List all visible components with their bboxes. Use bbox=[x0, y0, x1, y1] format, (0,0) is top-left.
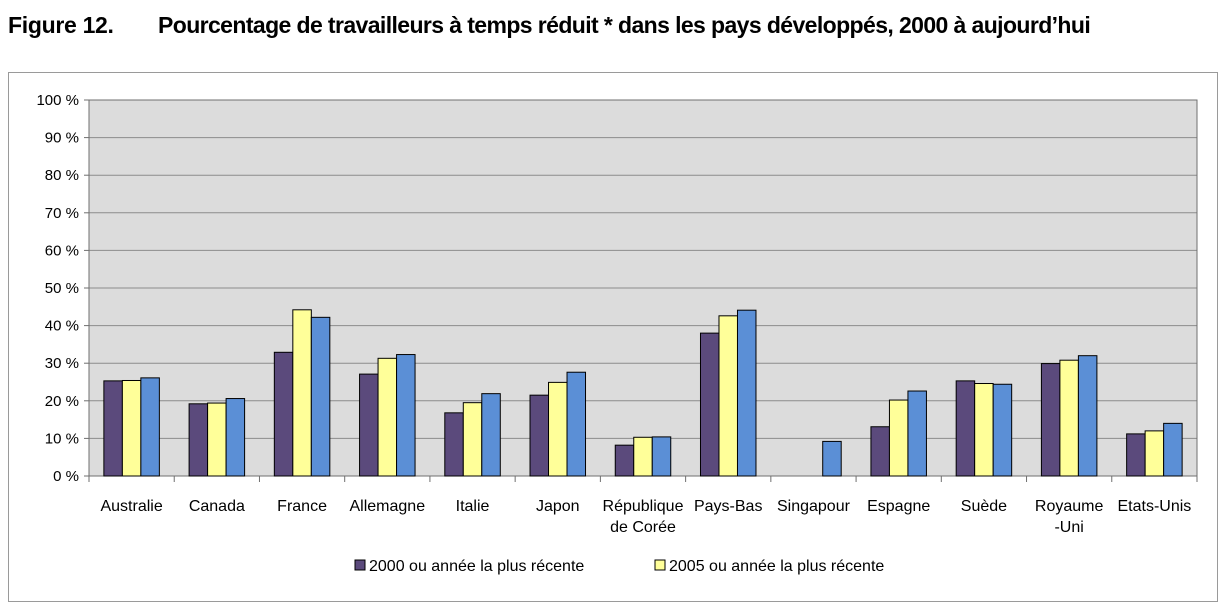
y-tick-label: 10 % bbox=[45, 430, 79, 447]
bar bbox=[1059, 359, 1079, 477]
bar bbox=[103, 380, 123, 477]
legend-swatch bbox=[654, 559, 666, 571]
x-category-label: Canada bbox=[189, 498, 245, 515]
bar bbox=[396, 354, 416, 477]
bar bbox=[699, 332, 720, 477]
x-category-label: Italie bbox=[456, 498, 490, 515]
y-tick-label: 80 % bbox=[45, 167, 79, 184]
y-tick-label: 70 % bbox=[45, 205, 79, 222]
x-category-label: France bbox=[277, 498, 327, 515]
figure-title: Pourcentage de travailleurs à temps rédu… bbox=[158, 12, 1091, 38]
bar bbox=[548, 381, 568, 477]
bar bbox=[207, 402, 227, 477]
bar bbox=[310, 316, 331, 477]
x-category-label: -Uni bbox=[1054, 519, 1083, 536]
bar bbox=[481, 393, 501, 477]
x-category-label: de Corée bbox=[610, 519, 676, 536]
bar-chart: 0 % 10 % 20 % 30 % 40 % 50 % 60 % 70 % 80 % 90 % 1… bbox=[36, 92, 1198, 575]
bar bbox=[188, 403, 209, 477]
bar bbox=[462, 402, 483, 477]
legend-label: 2000 ou année la plus récente bbox=[369, 558, 584, 575]
bar bbox=[292, 309, 312, 477]
x-category-label: République bbox=[603, 498, 684, 515]
x-category-label: Singapour bbox=[777, 498, 851, 515]
bar bbox=[273, 351, 294, 477]
bar bbox=[736, 309, 757, 477]
bar bbox=[140, 377, 160, 477]
x-category-label: Allemagne bbox=[350, 498, 426, 515]
bar bbox=[1144, 430, 1165, 477]
bar bbox=[870, 426, 890, 477]
bar bbox=[444, 412, 464, 477]
bar bbox=[1040, 363, 1061, 477]
bar bbox=[529, 394, 550, 477]
y-tick-label: 90 % bbox=[45, 130, 79, 147]
y-tick-label: 60 % bbox=[45, 242, 79, 259]
bar bbox=[907, 390, 927, 477]
bar bbox=[888, 399, 909, 477]
legend-swatch bbox=[354, 559, 366, 571]
y-tick-label: 50 % bbox=[45, 280, 79, 297]
y-tick-label: 30 % bbox=[45, 355, 79, 372]
bar bbox=[633, 436, 653, 477]
bar bbox=[1126, 433, 1146, 477]
x-category-label: Japon bbox=[536, 498, 580, 515]
bar bbox=[822, 440, 842, 477]
bar bbox=[651, 436, 672, 477]
x-category-label: Espagne bbox=[867, 498, 930, 515]
y-tick-label: 0 % bbox=[53, 468, 79, 485]
bar bbox=[992, 383, 1013, 477]
x-category-label: Australie bbox=[100, 498, 162, 515]
x-category-label: Etats-Unis bbox=[1117, 498, 1191, 515]
bar bbox=[718, 315, 738, 477]
y-tick-label: 100 % bbox=[36, 92, 79, 109]
legend-label: 2005 ou année la plus récente bbox=[669, 558, 884, 575]
bar bbox=[974, 383, 994, 477]
y-tick-label: 40 % bbox=[45, 318, 79, 335]
bar bbox=[377, 357, 398, 477]
bar bbox=[1077, 355, 1098, 477]
bar bbox=[566, 371, 587, 477]
bar bbox=[225, 398, 246, 477]
x-category-label: Pays-Bas bbox=[694, 498, 762, 515]
bar bbox=[1163, 422, 1183, 477]
bar bbox=[121, 379, 142, 477]
bar bbox=[359, 373, 379, 477]
x-category-label: Suède bbox=[961, 498, 1007, 515]
bar bbox=[614, 444, 635, 477]
chart-frame: 0 % 10 % 20 % 30 % 40 % 50 % 60 % 70 % 80 % 90 % 1… bbox=[8, 72, 1218, 602]
figure-number: Figure 12. bbox=[8, 12, 114, 38]
x-category-label: Royaume bbox=[1035, 498, 1104, 515]
bar bbox=[955, 380, 976, 477]
y-tick-label: 20 % bbox=[45, 393, 79, 410]
